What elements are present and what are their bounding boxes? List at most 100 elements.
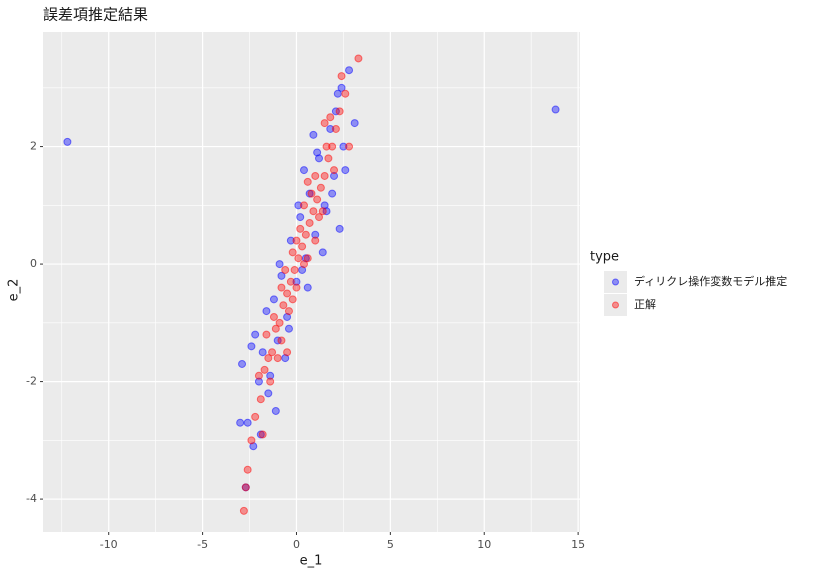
point bbox=[275, 318, 284, 327]
point bbox=[281, 354, 290, 363]
x-tick-label: -10 bbox=[100, 538, 118, 551]
point bbox=[311, 236, 320, 245]
legend-symbol bbox=[612, 301, 619, 309]
point bbox=[251, 330, 260, 339]
y-axis-label: e_2 bbox=[7, 279, 22, 302]
point bbox=[298, 242, 307, 251]
point bbox=[320, 201, 329, 210]
point bbox=[288, 248, 297, 257]
point bbox=[313, 195, 322, 204]
point bbox=[341, 89, 350, 98]
x-tick-label: -5 bbox=[197, 538, 208, 551]
point bbox=[337, 72, 346, 81]
point bbox=[341, 166, 350, 175]
point bbox=[299, 260, 308, 269]
point bbox=[266, 377, 275, 386]
point bbox=[277, 271, 286, 280]
point bbox=[551, 105, 560, 114]
point bbox=[315, 213, 324, 222]
point bbox=[286, 236, 295, 245]
point bbox=[271, 406, 280, 415]
point bbox=[299, 201, 308, 210]
point bbox=[313, 148, 322, 157]
point bbox=[239, 506, 248, 515]
point bbox=[311, 230, 320, 239]
point bbox=[309, 207, 318, 216]
point bbox=[273, 354, 282, 363]
legend-key bbox=[604, 271, 627, 293]
point bbox=[326, 124, 335, 133]
grid bbox=[43, 32, 580, 532]
point bbox=[279, 301, 288, 310]
point bbox=[296, 224, 305, 233]
point bbox=[283, 289, 292, 298]
point bbox=[286, 277, 295, 286]
points bbox=[63, 54, 560, 515]
point bbox=[260, 365, 269, 374]
point bbox=[318, 207, 327, 216]
legend-label: ディリクレ操作変数モデル推定 bbox=[634, 274, 787, 288]
point bbox=[268, 348, 277, 357]
x-tick-label: 5 bbox=[387, 538, 394, 551]
point bbox=[236, 418, 245, 427]
point bbox=[339, 142, 348, 151]
point bbox=[241, 483, 250, 492]
point bbox=[254, 371, 263, 380]
point bbox=[345, 142, 354, 151]
point bbox=[284, 324, 293, 333]
point bbox=[264, 354, 273, 363]
legend-title: type bbox=[590, 250, 619, 265]
point bbox=[330, 166, 339, 175]
point bbox=[354, 54, 363, 63]
point bbox=[247, 342, 256, 351]
point bbox=[316, 183, 325, 192]
point bbox=[294, 201, 303, 210]
panel bbox=[43, 32, 580, 532]
point bbox=[350, 119, 359, 128]
point bbox=[271, 324, 280, 333]
point bbox=[249, 442, 258, 451]
point bbox=[315, 154, 324, 163]
point bbox=[251, 412, 260, 421]
point bbox=[330, 171, 339, 180]
point bbox=[328, 189, 337, 198]
point bbox=[277, 283, 286, 292]
point bbox=[298, 265, 307, 274]
point bbox=[266, 371, 275, 380]
x-tick-label: 15 bbox=[571, 538, 585, 551]
point bbox=[275, 260, 284, 269]
x-axis-label: e_1 bbox=[300, 554, 323, 569]
x-tick-label: 0 bbox=[293, 538, 300, 551]
point bbox=[335, 224, 344, 233]
point bbox=[320, 119, 329, 128]
point bbox=[262, 330, 271, 339]
point bbox=[305, 218, 314, 227]
point bbox=[281, 265, 290, 274]
point bbox=[335, 107, 344, 116]
point bbox=[292, 283, 301, 292]
point bbox=[345, 66, 354, 75]
point bbox=[331, 124, 340, 133]
point bbox=[294, 254, 303, 263]
point bbox=[318, 248, 327, 257]
point bbox=[333, 89, 342, 98]
y-tick-label: -4 bbox=[26, 492, 37, 505]
point bbox=[326, 113, 335, 122]
y-tick-label: -2 bbox=[26, 375, 37, 388]
point bbox=[283, 312, 292, 321]
point bbox=[303, 283, 312, 292]
point bbox=[269, 312, 278, 321]
point bbox=[262, 307, 271, 316]
point bbox=[258, 430, 267, 439]
point bbox=[258, 348, 267, 357]
point bbox=[243, 418, 252, 427]
point bbox=[256, 395, 265, 404]
chart-title: 誤差項推定結果 bbox=[43, 6, 148, 24]
point bbox=[324, 154, 333, 163]
point bbox=[243, 465, 252, 474]
point bbox=[337, 83, 346, 92]
point bbox=[269, 295, 278, 304]
point bbox=[292, 277, 301, 286]
